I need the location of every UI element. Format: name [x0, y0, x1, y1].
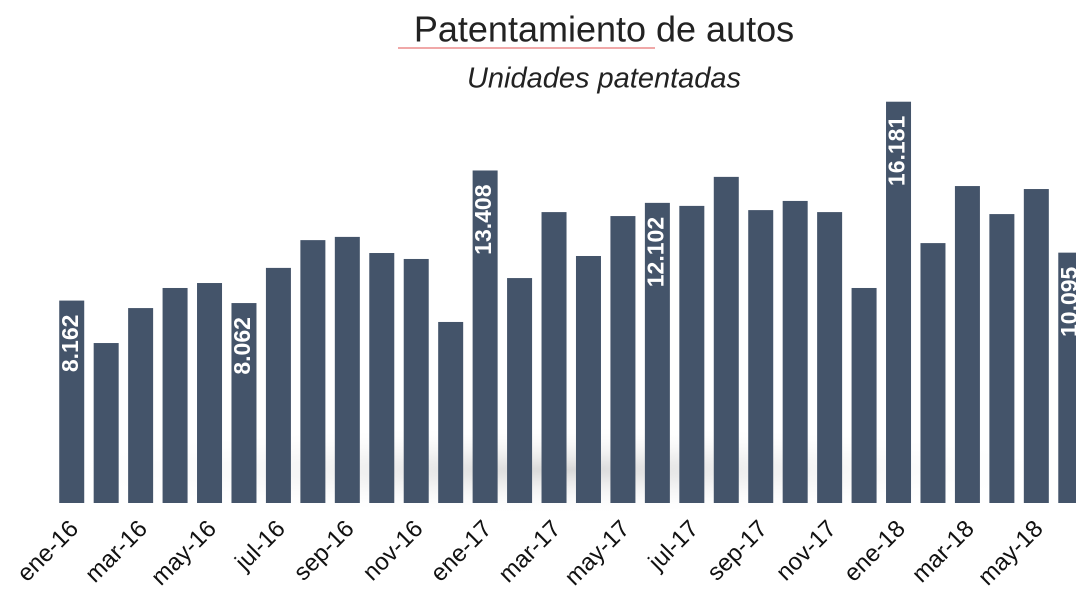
bar	[438, 321, 464, 503]
chart-subtitle: Unidades patentadas	[467, 63, 741, 95]
data-label: 8.062	[229, 317, 255, 375]
bar	[197, 283, 223, 503]
x-tick-label: nov-16	[357, 515, 428, 586]
x-tick-label: may-16	[146, 515, 222, 591]
bar	[817, 212, 843, 503]
bar	[920, 243, 946, 503]
x-tick-label: mar-18	[907, 515, 980, 588]
bar	[231, 303, 257, 503]
x-tick-label: may-18	[973, 515, 1049, 591]
bar	[851, 287, 877, 503]
bar	[1023, 189, 1049, 504]
bar	[713, 176, 739, 503]
x-tick-label: nov-17	[771, 515, 842, 586]
bar	[782, 200, 808, 503]
bar	[162, 287, 188, 503]
bar	[886, 101, 912, 504]
bar	[59, 300, 85, 503]
data-label: 16.181	[884, 116, 910, 187]
bar	[472, 170, 498, 503]
x-tick-label: sep-16	[289, 515, 360, 586]
bar	[575, 255, 601, 503]
bar	[954, 186, 980, 503]
x-tick-label: ene-18	[839, 515, 911, 587]
bar	[989, 214, 1015, 503]
x-tick-label: mar-17	[493, 515, 566, 588]
bar	[679, 205, 705, 503]
bar	[403, 258, 429, 503]
data-label: 12.102	[642, 217, 668, 287]
chart-title: Patentamiento de autos	[414, 9, 794, 50]
x-tick-label: ene-17	[425, 515, 497, 587]
bar	[369, 253, 395, 503]
x-tick-label: sep-17	[702, 515, 773, 586]
data-label: 13.408	[470, 184, 496, 255]
bar	[748, 210, 774, 503]
bar	[128, 308, 154, 503]
bar	[300, 240, 326, 503]
x-tick-label: jul-16	[229, 515, 290, 576]
x-tick-label: mar-16	[80, 515, 153, 588]
bar	[507, 278, 533, 503]
x-tick-label: jul-17	[643, 515, 704, 576]
bar	[644, 202, 670, 503]
x-tick-label: may-17	[559, 515, 635, 591]
bar	[93, 343, 119, 503]
bar	[1058, 252, 1076, 503]
bar	[265, 267, 291, 503]
bar	[334, 236, 360, 503]
bar	[610, 216, 636, 503]
x-tick-label: ene-16	[12, 515, 84, 587]
data-label: 8.162	[57, 315, 83, 373]
bar	[541, 212, 567, 503]
data-label: 10.095	[1056, 266, 1076, 337]
